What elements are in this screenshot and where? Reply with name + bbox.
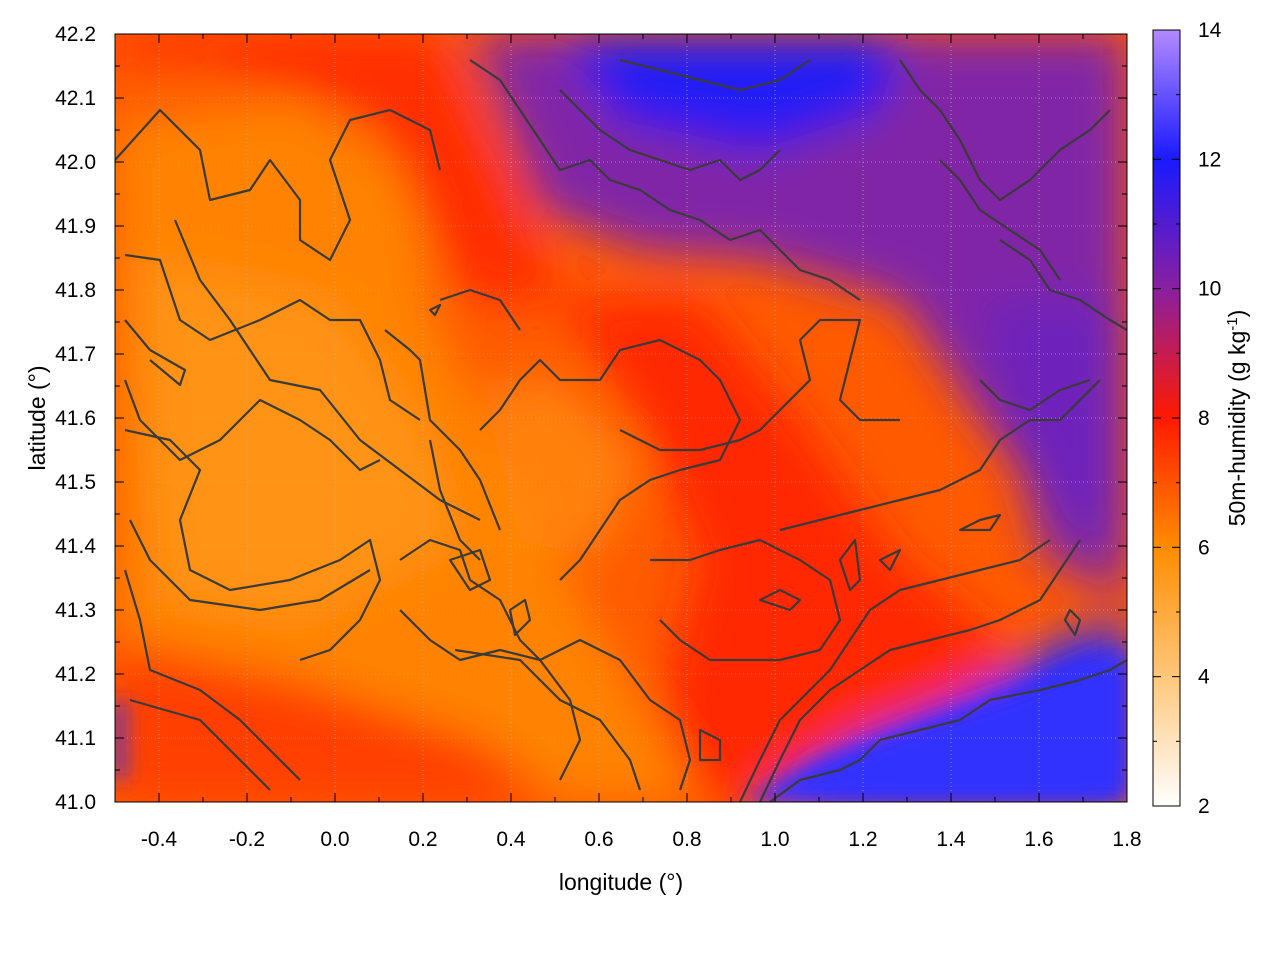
y-tick-label: 41.7 [55,343,96,366]
y-tick-label: 41.2 [55,663,96,686]
x-tick-label: 0.8 [672,828,701,851]
colorbar-tick-label: 8 [1198,407,1210,430]
x-tick-label: 1.0 [760,828,789,851]
y-tick-label: 41.0 [55,791,96,814]
x-tick-label: 0.6 [584,828,613,851]
colorbar-title-end: ) [1224,310,1250,318]
y-tick-label: 41.4 [55,535,96,558]
x-axis-title: longitude (°) [559,869,683,895]
colorbar-tick-label: 14 [1198,19,1222,42]
y-tick-label: 41.6 [55,407,96,430]
x-tick-label: 1.2 [848,828,877,851]
x-tick-label: 1.6 [1024,828,1053,851]
colorbar-title-sup: -1 [1224,317,1241,330]
x-tick-label: 1.8 [1112,828,1141,851]
y-tick-label: 41.1 [55,727,96,750]
x-axis: -0.4 -0.2 0.0 0.2 0.4 0.6 0.8 1.0 1.2 1.4 1.6 1.8 [114,34,1142,851]
y-tick-label: 41.8 [55,279,96,302]
y-tick-label: 42.0 [55,151,96,174]
y-axis-title: latitude (°) [24,365,50,470]
colorbar: 2 4 6 8 10 12 14 50m-humidity (g kg-1) [1152,19,1251,818]
topography-contours [115,58,1127,802]
colorbar-tick-label: 4 [1198,666,1210,689]
x-tick-label: -0.4 [141,828,178,851]
x-tick-label: 0.4 [496,828,526,851]
colorbar-ticks: 2 4 6 8 10 12 14 [1153,19,1222,818]
colorbar-tick-label: 12 [1198,148,1221,171]
y-tick-label: 41.5 [55,471,96,494]
y-tick-label: 41.9 [55,215,96,238]
grid-lines [115,34,1127,802]
colorbar-title: 50m-humidity (g kg-1) [1224,310,1251,527]
colorbar-tick-label: 2 [1198,795,1210,818]
x-tick-label: 0.0 [320,828,349,851]
heatmap-field [115,34,1127,802]
x-tick-label: 1.4 [936,828,966,851]
y-tick-label: 42.1 [55,87,96,110]
colorbar-tick-label: 6 [1198,536,1210,559]
y-tick-label: 42.2 [55,23,96,46]
colorbar-title-main: 50m-humidity (g kg [1224,331,1250,527]
y-axis: 41.0 41.1 41.2 41.3 41.4 41.5 41.6 41.7 41.8 41.9… [55,23,1127,814]
x-tick-label: -0.2 [229,828,265,851]
x-tick-label: 0.2 [408,828,437,851]
colorbar-tick-label: 10 [1198,278,1221,301]
y-tick-label: 41.3 [55,599,96,622]
